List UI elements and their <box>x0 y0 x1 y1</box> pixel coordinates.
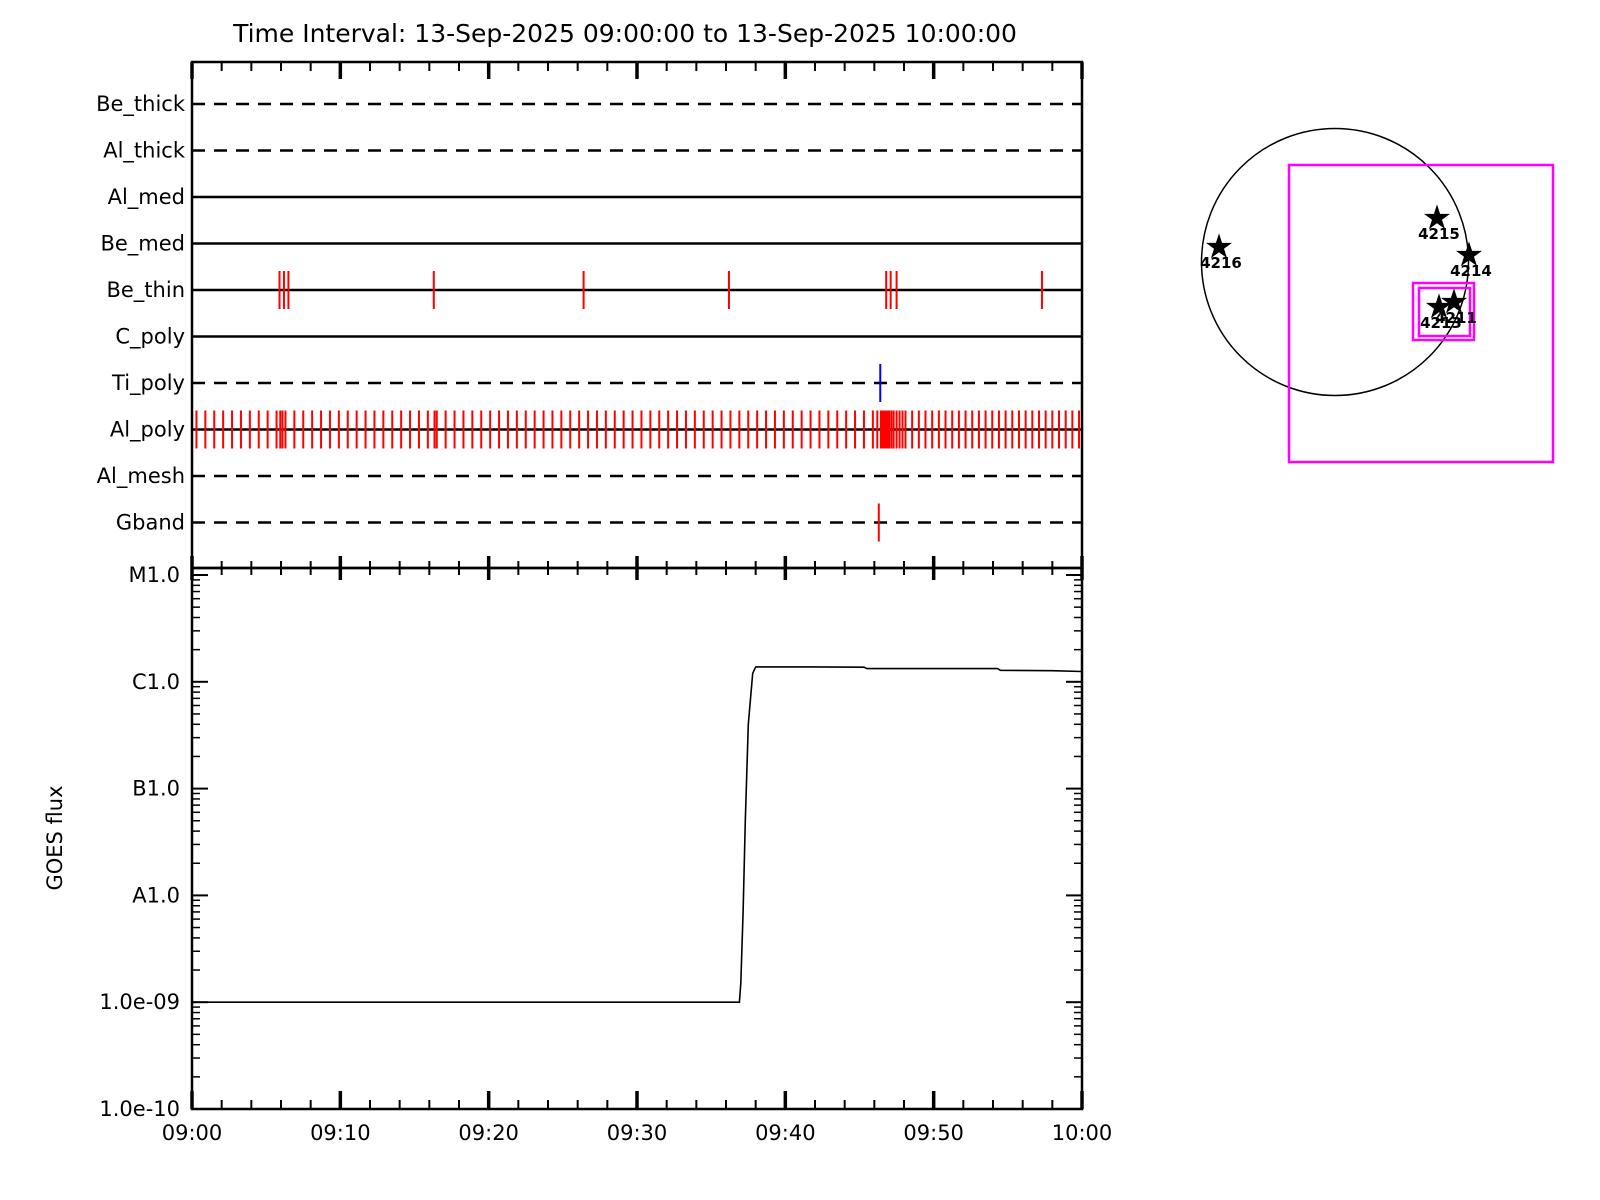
plot-title: Time Interval: 13-Sep-2025 09:00:00 to 1… <box>232 19 1017 48</box>
goes-y-tick-label: A1.0 <box>132 883 180 907</box>
flare-label-4214: 4214 <box>1450 262 1492 280</box>
filter-row-label-gband: Gband <box>116 511 185 535</box>
goes-x-tick-label: 09:00 <box>162 1121 223 1145</box>
filter-row-label-be-thin: Be_thin <box>106 278 185 303</box>
goes-y-tick-label: 1.0e-09 <box>99 990 180 1014</box>
solar-disk-map: ★4216★4215★4214★4213★4211 <box>1200 127 1555 464</box>
timeline-panel-border <box>190 60 1084 570</box>
flare-label-4213: 4213 <box>1420 314 1462 332</box>
filter-timeline-panel: Be_thick Al_thick Al_med Be_med Be_thin C_pol… <box>96 60 1084 580</box>
goes-y-tick-label: C1.0 <box>132 670 180 694</box>
flare-star-icon-4214: ★ <box>1454 235 1484 275</box>
flare-star-icon-4211: ★ <box>1439 282 1469 322</box>
small-fov-outer-box <box>1411 281 1476 342</box>
large-fov-box <box>1287 163 1555 464</box>
flare-label-4215: 4215 <box>1418 225 1460 243</box>
goes-x-tick-label: 09:40 <box>755 1121 816 1145</box>
flare-star-icon-4213: ★ <box>1424 287 1454 327</box>
goes-panel-border <box>190 566 1084 1111</box>
filter-row-label-c-poly: C_poly <box>115 325 185 350</box>
filter-row-label-be-med: Be_med <box>100 232 185 257</box>
goes-y-tick-label: 1.0e-10 <box>99 1097 180 1121</box>
filter-row-label-al-mesh: Al_mesh <box>97 464 185 489</box>
goes-flux-panel: 09:00 09:10 09:20 09:30 09:40 09:50 10:00 M1.0 C… <box>99 563 1112 1145</box>
filter-row-label-al-med: Al_med <box>108 185 185 210</box>
goes-x-tick-label: 10:00 <box>1052 1121 1113 1145</box>
solar-limb-circle <box>1200 127 1470 397</box>
filter-row-label-al-poly: Al_poly <box>110 418 185 443</box>
goes-y-axis-title: GOES flux <box>43 785 67 890</box>
goes-x-tick-label: 09:50 <box>903 1121 964 1145</box>
filter-row-label-ti-poly: Ti_poly <box>111 371 185 396</box>
flare-label-4216: 4216 <box>1200 254 1242 272</box>
flare-label-4211: 4211 <box>1435 309 1477 327</box>
goes-x-tick-label: 09:20 <box>458 1121 519 1145</box>
goes-x-tick-label: 09:10 <box>310 1121 371 1145</box>
goes-flux-curve <box>192 666 1083 1004</box>
goes-y-tick-label: M1.0 <box>128 563 180 587</box>
filter-row-label-be-thick: Be_thick <box>96 92 186 117</box>
small-fov-inner-box <box>1417 286 1472 338</box>
flare-star-icon-4215: ★ <box>1422 198 1452 238</box>
goes-x-tick-label: 09:30 <box>607 1121 668 1145</box>
filter-row-label-al-thick: Al_thick <box>103 139 186 164</box>
flare-star-icon-4216: ★ <box>1204 227 1234 267</box>
goes-y-tick-label: B1.0 <box>132 777 180 801</box>
